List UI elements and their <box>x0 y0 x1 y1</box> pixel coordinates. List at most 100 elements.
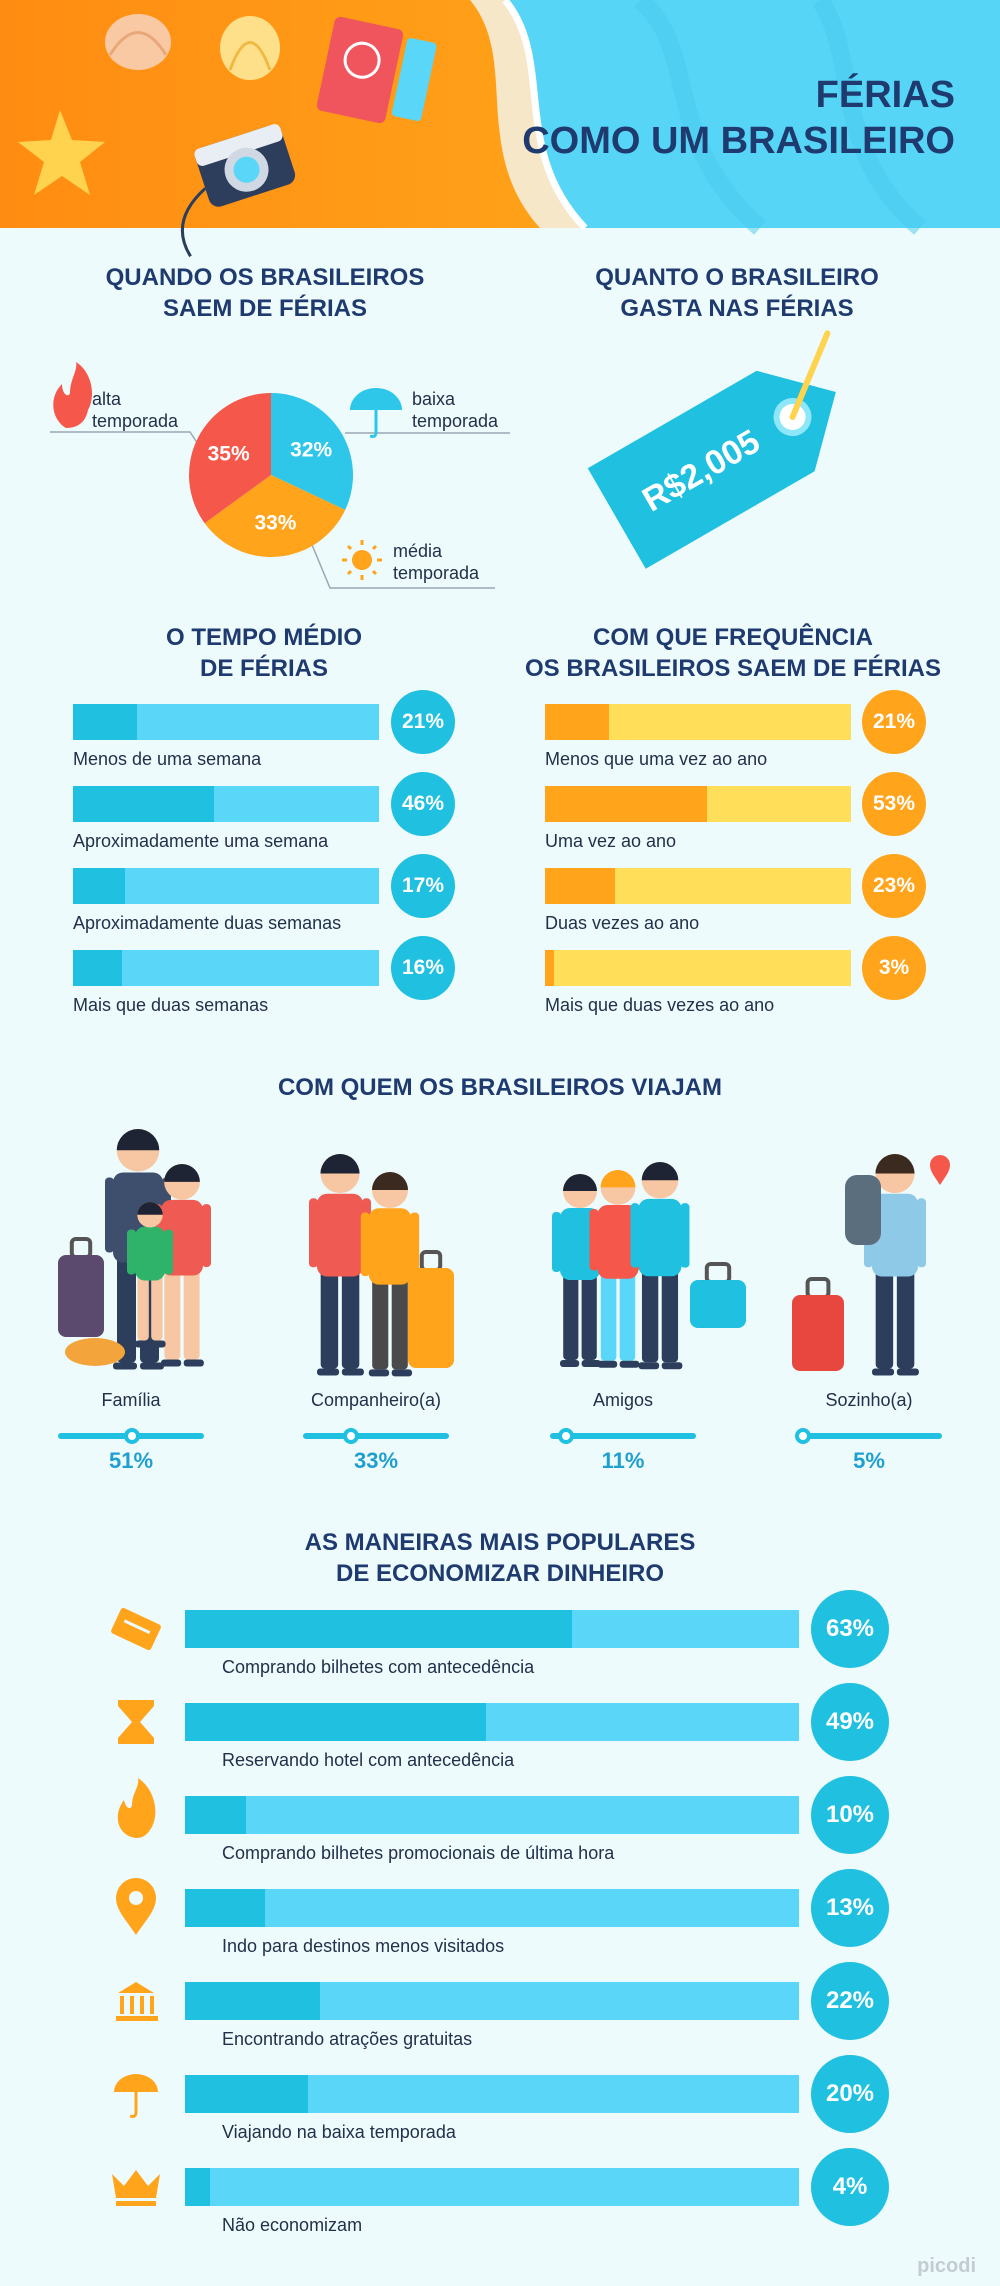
category-label: Duas vezes ao ano <box>545 913 700 933</box>
header-art <box>316 16 404 124</box>
hair <box>875 1154 915 1174</box>
section-title: O TEMPO MÉDIO <box>165 624 362 651</box>
category-label: Menos que uma vez ao ano <box>545 749 768 769</box>
slider-track <box>796 1433 942 1439</box>
bar <box>185 1796 247 1834</box>
legs <box>117 1250 136 1363</box>
hair <box>164 1164 200 1182</box>
person <box>309 1154 371 1376</box>
arm <box>127 1229 136 1275</box>
savings-icons <box>130 1996 134 2014</box>
pie-decor <box>50 362 510 589</box>
savings-icons <box>116 1878 156 1935</box>
category-label: média temporada <box>393 541 480 583</box>
savings-icons <box>117 1778 156 1838</box>
slice-label: 33% <box>254 511 296 534</box>
savings-icons <box>129 1891 143 1905</box>
hair <box>137 1202 163 1215</box>
header-art <box>180 187 207 258</box>
category-label: Uma vez ao ano <box>545 831 677 851</box>
header-art <box>391 37 437 121</box>
pie-decor <box>369 410 378 438</box>
torso <box>135 1226 165 1281</box>
slider-knob <box>343 1428 360 1444</box>
slider-knob <box>124 1428 141 1444</box>
person <box>127 1202 173 1348</box>
hair <box>371 1172 409 1191</box>
arm <box>105 1177 114 1253</box>
bar-track <box>73 950 379 986</box>
value-badge: 53% <box>862 772 926 836</box>
brand: picodi <box>917 2255 976 2277</box>
section-title: DE ECONOMIZAR DINHEIRO <box>335 1560 664 1587</box>
savings-icons <box>111 1608 161 2206</box>
pie-decor <box>371 544 378 551</box>
section-title: QUANDO OS BRASILEIROS <box>105 264 425 291</box>
value-badge: 63% <box>811 1590 889 1668</box>
shoe <box>113 1362 137 1370</box>
torso <box>638 1198 682 1277</box>
pie-decor <box>350 388 402 410</box>
value-badge: 17% <box>391 854 455 918</box>
bar <box>185 2168 210 2206</box>
shoe <box>140 1362 164 1370</box>
category-label: Companheiro(a) <box>310 1390 442 1410</box>
section-title: COM QUEM OS BRASILEIROS VIAJAM <box>277 1074 723 1101</box>
header-art <box>108 31 168 56</box>
shoe <box>151 1340 166 1348</box>
category-label: Sozinho(a) <box>825 1390 913 1410</box>
bar-track <box>185 1889 799 1927</box>
section-title: DE FÉRIAS <box>199 655 328 682</box>
header-art <box>228 41 272 71</box>
savings-icons <box>116 2016 158 2021</box>
header-art <box>812 0 926 235</box>
shoe <box>619 1360 640 1368</box>
header-art <box>343 41 381 79</box>
value-badge: 16% <box>391 936 455 1000</box>
shoe <box>872 1368 895 1376</box>
legs <box>641 1265 659 1363</box>
bar <box>185 1610 572 1648</box>
legs <box>600 1268 617 1361</box>
legs <box>320 1265 339 1369</box>
pie-slice <box>189 393 271 524</box>
shoe <box>317 1368 340 1376</box>
pie-decor <box>309 539 495 589</box>
value-badge: 49% <box>811 1683 889 1761</box>
suitcase-handle <box>419 1250 443 1272</box>
section-title: AS MANEIRAS MAIS POPULARES <box>304 1529 696 1556</box>
savings-icons <box>118 1700 154 1744</box>
arm <box>202 1204 211 1268</box>
hair <box>320 1154 360 1174</box>
value-badge: 46% <box>391 772 455 836</box>
bar-track <box>185 1796 799 1834</box>
value-badge: 23% <box>862 854 926 918</box>
shoe <box>391 1369 413 1377</box>
bar <box>185 1982 321 2020</box>
person <box>153 1164 211 1367</box>
value-badge: 21% <box>862 690 926 754</box>
bar <box>185 1703 486 1741</box>
slice-label: 32% <box>290 439 332 462</box>
legs <box>875 1265 894 1369</box>
category-label: Não economizam <box>222 2215 363 2235</box>
value-badge: 4% <box>811 2148 889 2226</box>
shoe <box>183 1359 204 1367</box>
torso <box>368 1208 412 1285</box>
arm <box>552 1212 561 1272</box>
category-label: Comprando bilhetes promocionais de últim… <box>222 1843 615 1863</box>
legs <box>151 1273 163 1341</box>
pie-slice <box>204 475 346 557</box>
bar <box>185 2075 308 2113</box>
torso <box>317 1193 363 1277</box>
value-badge: 21% <box>391 690 455 754</box>
person <box>630 1162 690 1370</box>
hair <box>641 1162 679 1181</box>
header-art <box>0 0 1000 258</box>
suitcase <box>408 1268 454 1368</box>
slice-label: 35% <box>208 442 250 465</box>
arm <box>589 1209 599 1271</box>
header-art <box>233 156 260 183</box>
tag-shape <box>587 370 836 569</box>
